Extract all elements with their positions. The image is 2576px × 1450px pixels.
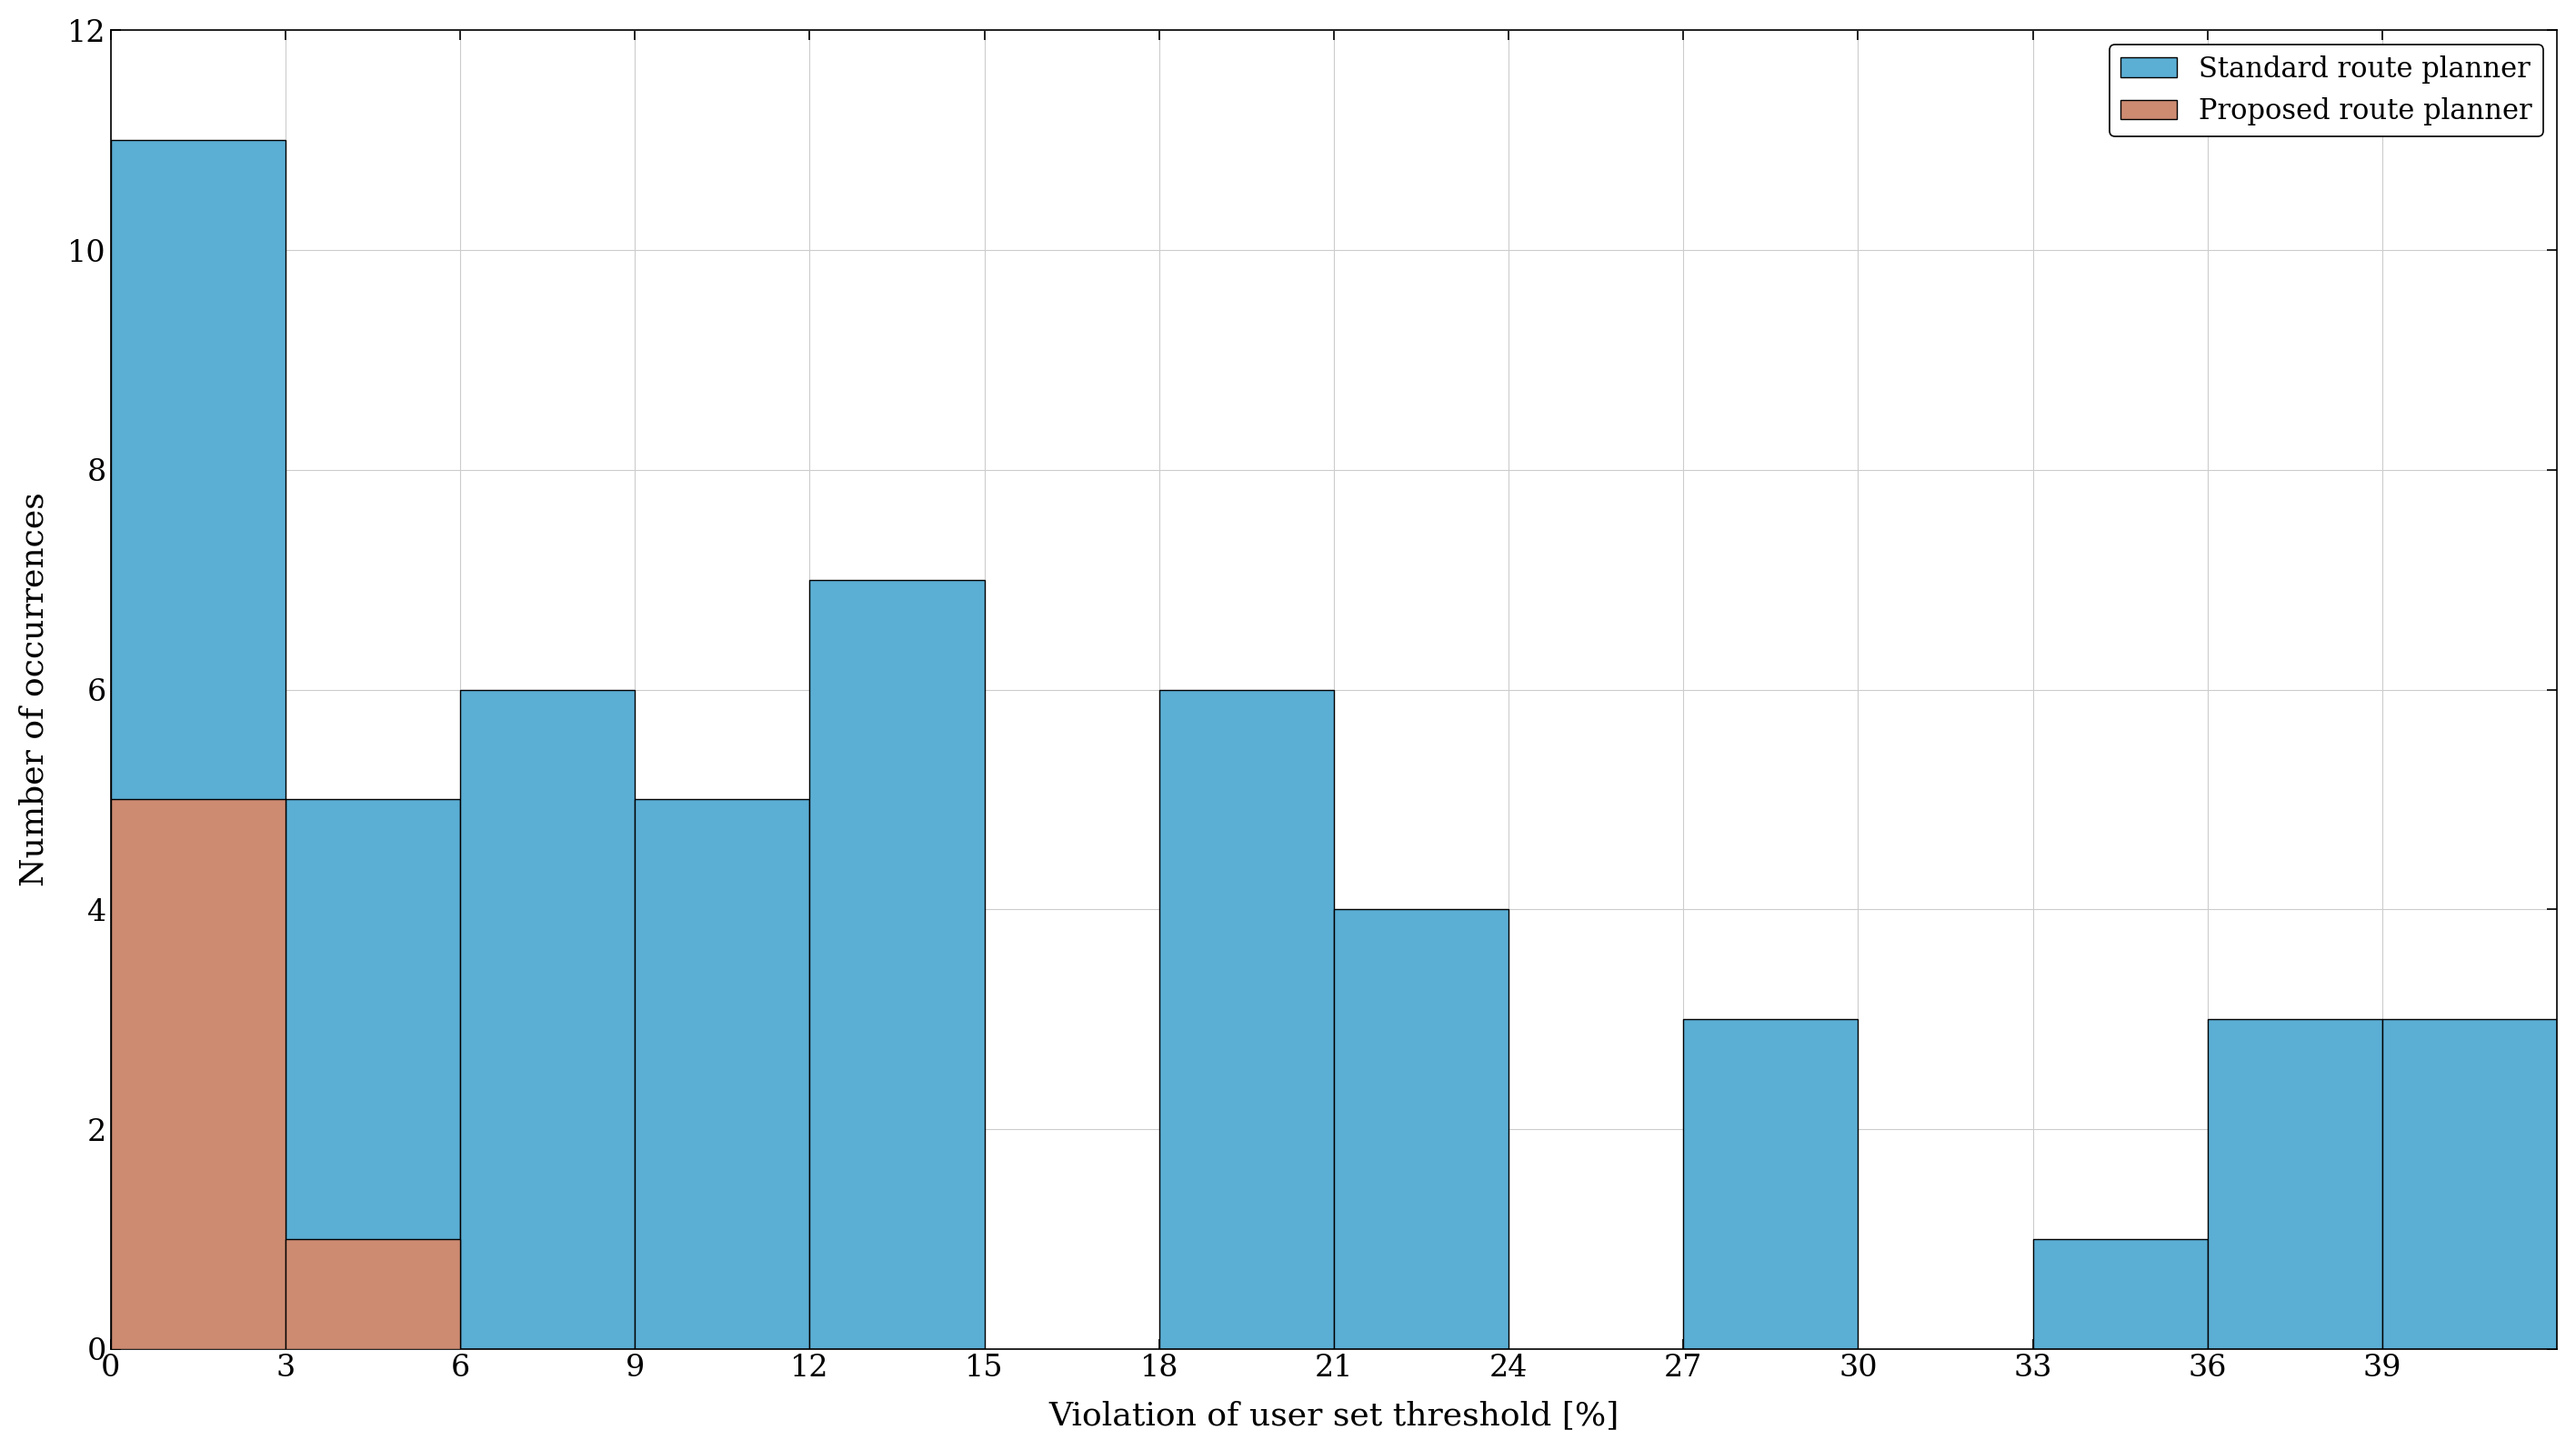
Bar bbox=[1682, 1019, 1857, 1348]
Bar bbox=[2383, 1019, 2558, 1348]
Bar bbox=[111, 141, 286, 1348]
Bar bbox=[1334, 909, 1510, 1348]
Legend: Standard route planner, Proposed route planner: Standard route planner, Proposed route p… bbox=[2110, 44, 2543, 136]
Bar bbox=[461, 690, 634, 1348]
Bar bbox=[634, 799, 809, 1348]
Bar bbox=[1159, 690, 1334, 1348]
Bar bbox=[2208, 1019, 2383, 1348]
Bar bbox=[809, 580, 984, 1348]
Bar bbox=[286, 1240, 461, 1348]
Y-axis label: Number of occurrences: Number of occurrences bbox=[18, 493, 49, 887]
Bar bbox=[2032, 1240, 2208, 1348]
Bar bbox=[111, 799, 286, 1348]
X-axis label: Violation of user set threshold [%]: Violation of user set threshold [%] bbox=[1048, 1401, 1620, 1431]
Bar bbox=[286, 799, 461, 1348]
